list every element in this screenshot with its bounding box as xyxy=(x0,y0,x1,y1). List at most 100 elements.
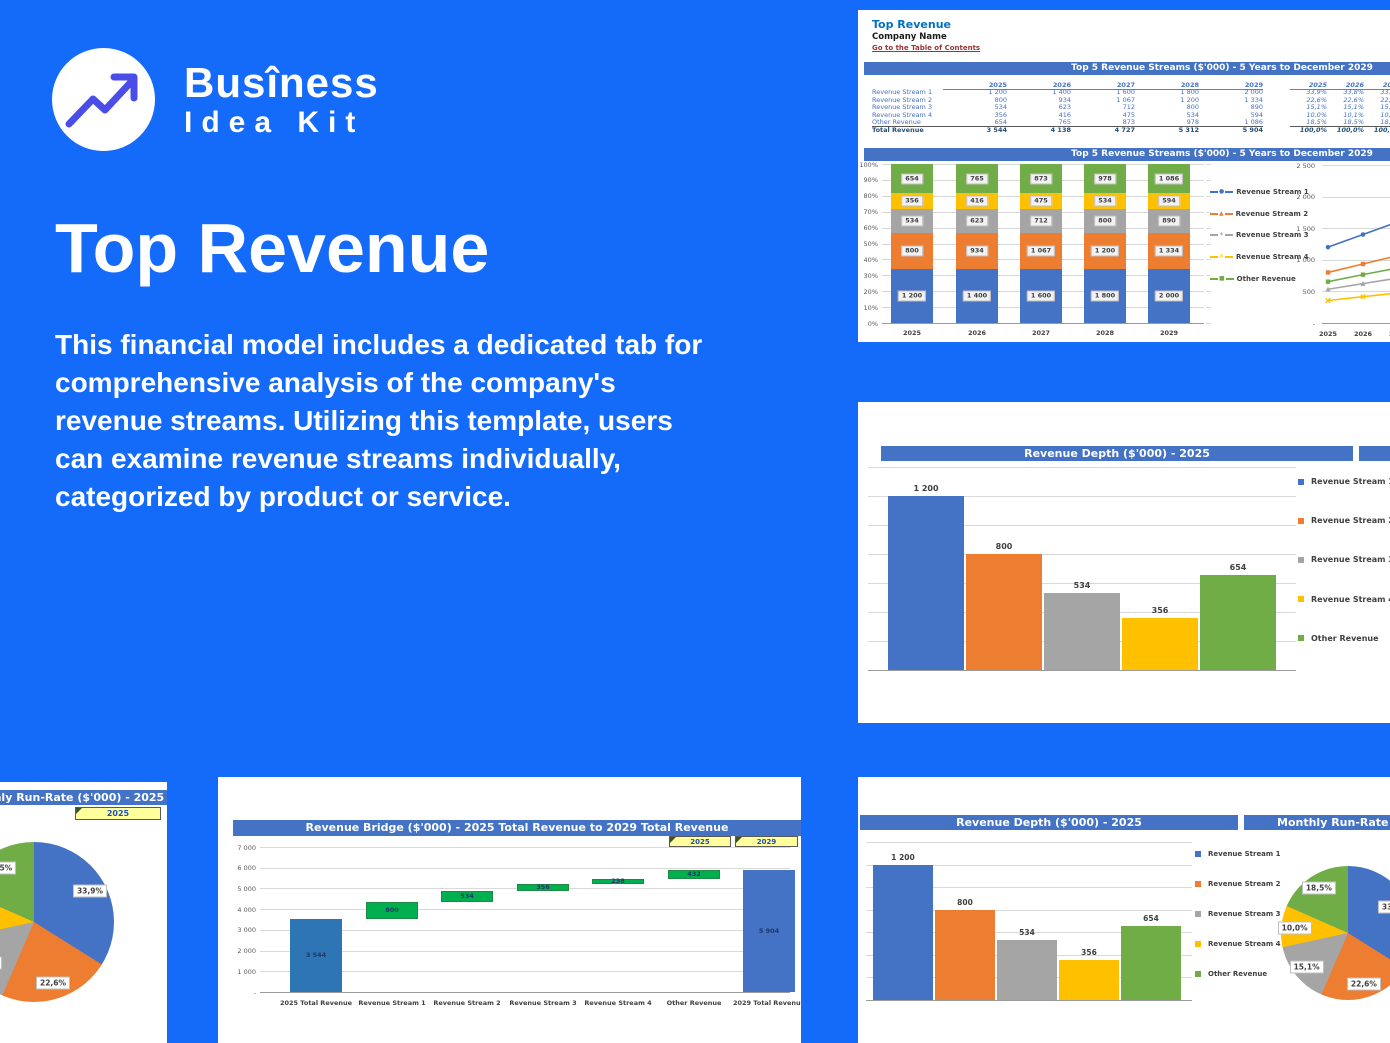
waterfall-bar xyxy=(668,869,720,879)
legend-line xyxy=(1210,234,1218,237)
year-header: 2025 xyxy=(943,81,1007,91)
gridline xyxy=(868,496,1296,497)
legend-marker xyxy=(1195,911,1201,917)
secondary-axis-tick xyxy=(1206,323,1211,324)
cell-value: 1 200 xyxy=(988,88,1007,97)
legend-entry: Revenue Stream 1 xyxy=(1298,477,1390,486)
bar xyxy=(888,496,964,670)
table-of-contents-link[interactable]: Go to the Table of Contents xyxy=(872,44,981,52)
cell-value: 356 xyxy=(994,110,1007,119)
cell-pct: 33,8% xyxy=(1343,88,1364,97)
revenue-depth-panel: Revenue Depth ($'000) - 2025 1 200 800 534… xyxy=(858,402,1390,723)
chart-title-bar: Top 5 Revenue Streams ($'000) - 5 Years … xyxy=(864,148,1390,161)
table-row: Revenue Stream 3 534 623 712 800 890 15,1% 15,1… xyxy=(872,103,1390,112)
y-axis-tick: 80% xyxy=(863,192,878,201)
secondary-axis-tick xyxy=(1206,211,1211,213)
segment-label: 934 xyxy=(966,245,988,257)
segment-label: 800 xyxy=(901,245,923,257)
chart-element xyxy=(1263,119,1290,126)
pie-slice-label: 15,1% xyxy=(0,956,2,970)
segment-label: 1 334 xyxy=(1154,245,1184,257)
legend-entry: Revenue Stream 2 xyxy=(1298,516,1390,525)
y-axis-tick: 90% xyxy=(863,176,878,185)
y-axis-tick: 100% xyxy=(859,160,878,169)
y-axis-tick: 10% xyxy=(863,303,878,312)
row-label: Total Revenue xyxy=(872,126,943,134)
legend-entry: Other Revenue xyxy=(1298,634,1379,643)
legend-entry: ● Revenue Stream 1 xyxy=(1210,188,1309,196)
revenue-depth-legend: Revenue Stream 1 Revenue Stream 2 Revenue … xyxy=(1286,457,1390,697)
y-axis-tick: 20% xyxy=(863,287,878,296)
segment-label: 873 xyxy=(1030,173,1052,185)
legend-label: Revenue Stream 1 xyxy=(1236,188,1309,196)
monthly-run-rate-title-bar: Monthly Run-Rate ($'000) - 2025 xyxy=(1244,815,1390,830)
x-axis-label: Revenue Stream 1 xyxy=(358,999,426,1007)
cell-pct: 22,6% xyxy=(1343,95,1364,104)
x-axis-label: 2026 xyxy=(967,329,987,337)
bar-value-label: 356 xyxy=(1151,606,1169,616)
segment-label: 356 xyxy=(901,195,923,207)
legend-label: Revenue Stream 1 xyxy=(1311,477,1390,486)
brand-wordmark: Busîness Idea Kit xyxy=(184,62,379,142)
chart-element xyxy=(1263,89,1290,96)
year-selector-dropdown[interactable]: 2025 xyxy=(75,807,161,820)
bar-value-label: 800 xyxy=(995,542,1013,551)
to-year-selector[interactable]: 2029 xyxy=(735,836,798,847)
gridline xyxy=(882,323,1204,324)
y-axis-tick: 30% xyxy=(863,271,878,280)
legend-label: Revenue Stream 4 xyxy=(1236,253,1309,262)
pie-slice-label: 15,1% xyxy=(1289,960,1324,974)
segment-label: 978 xyxy=(1094,173,1116,185)
bar xyxy=(935,909,995,1000)
row-label: Revenue Stream 4 xyxy=(872,110,933,119)
waterfall-chart: - 1 000 2 000 3 000 4 000 5 000 6 000 7 000 3 54… xyxy=(218,839,801,1043)
gridline xyxy=(260,909,790,911)
cell-value: 594 xyxy=(1250,110,1263,119)
y-axis-tick: 40% xyxy=(863,255,878,264)
secondary-axis-tick xyxy=(1206,307,1211,309)
legend-marker xyxy=(1298,635,1304,642)
legend-line xyxy=(1210,212,1218,215)
segment-label: 1 400 xyxy=(962,290,992,302)
revenue-depth-title-bar: Revenue Depth ($'000) - 2025 xyxy=(860,815,1238,830)
legend-entry: ■ Other Revenue xyxy=(1210,275,1296,283)
segment-label: 1 086 xyxy=(1154,173,1184,185)
pct-year-header: 2025 xyxy=(1290,81,1327,91)
segment-label: 623 xyxy=(966,215,988,227)
x-axis-label: 2026 xyxy=(1353,330,1373,338)
legend-label: Revenue Stream 2 xyxy=(1311,516,1390,526)
cell-value: 654 xyxy=(994,117,1007,126)
year-header: 2027 xyxy=(1071,81,1135,91)
trend-arrow-icon xyxy=(65,73,138,128)
cell-value: 1 400 xyxy=(1052,88,1071,97)
legend-entry: Revenue Stream 4 xyxy=(1195,940,1281,948)
cell-pct: 15,1% xyxy=(1343,103,1364,112)
brand-name-line2: Idea Kit xyxy=(184,106,365,139)
legend-entry: Revenue Stream 4 xyxy=(1298,595,1390,604)
cell-pct: 18,5% xyxy=(1306,117,1327,126)
cell-pct: 10,0% xyxy=(1306,110,1327,119)
legend-marker xyxy=(1195,941,1201,947)
segment-label: 765 xyxy=(966,173,988,185)
gridline xyxy=(260,867,790,869)
cell-value: 5 312 xyxy=(1135,126,1199,134)
legend-label: Other Revenue xyxy=(1236,274,1296,283)
y-axis-tick: 4 000 xyxy=(237,905,256,914)
revenue-bridge-panel: Revenue Bridge ($'000) - 2025 Total Reve… xyxy=(218,777,801,1043)
next-chart-title-stub xyxy=(1359,446,1390,461)
from-year-selector[interactable]: 2025 xyxy=(669,836,731,847)
revenue-depth-chart: 1 200 800 534 356 654 xyxy=(858,830,1198,1043)
table-row: Revenue Stream 1 1 200 1 400 1 600 1 800 2 00… xyxy=(872,88,1390,97)
cell-value: 1 086 xyxy=(1244,117,1263,126)
legend-marker xyxy=(1195,881,1201,887)
year-header: 2026 xyxy=(1007,81,1071,91)
legend-marker xyxy=(1298,556,1304,563)
revenue-depth-chart: 1 200 800 534 356 654 xyxy=(858,457,1328,687)
legend-marker: ✶ xyxy=(1219,231,1225,239)
x-axis-label: 2028 xyxy=(1095,329,1115,337)
cell-value: 1 200 xyxy=(1180,95,1199,104)
waterfall-bar xyxy=(592,878,644,884)
waterfall-bar xyxy=(366,902,418,919)
brand-logo xyxy=(52,48,155,151)
